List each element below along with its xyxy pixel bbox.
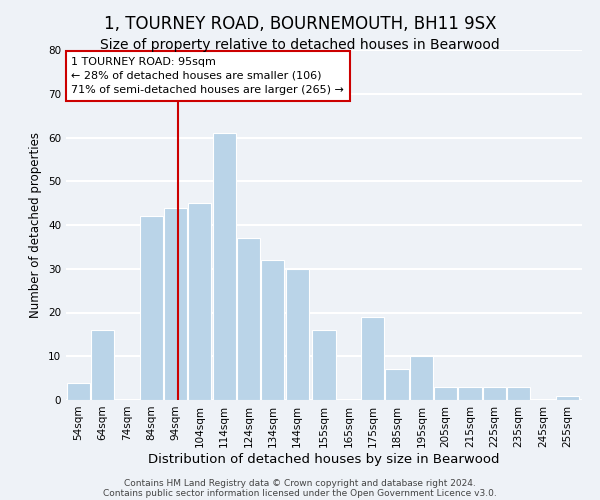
Bar (313, 330, 335, 400)
Bar (262, 260, 284, 400)
X-axis label: Distribution of detached houses by size in Bearwood: Distribution of detached houses by size … (148, 452, 500, 466)
Bar (483, 387, 506, 400)
Bar (67, 382, 90, 400)
Bar (140, 216, 163, 400)
Bar (410, 356, 433, 400)
Text: 1, TOURNEY ROAD, BOURNEMOUTH, BH11 9SX: 1, TOURNEY ROAD, BOURNEMOUTH, BH11 9SX (104, 15, 496, 33)
Bar (434, 387, 457, 400)
Text: Contains HM Land Registry data © Crown copyright and database right 2024.: Contains HM Land Registry data © Crown c… (124, 478, 476, 488)
Bar (286, 268, 309, 400)
Text: Contains public sector information licensed under the Open Government Licence v3: Contains public sector information licen… (103, 488, 497, 498)
Text: Size of property relative to detached houses in Bearwood: Size of property relative to detached ho… (100, 38, 500, 52)
Text: 1 TOURNEY ROAD: 95sqm
← 28% of detached houses are smaller (106)
71% of semi-det: 1 TOURNEY ROAD: 95sqm ← 28% of detached … (71, 57, 344, 95)
Bar (361, 317, 384, 400)
Bar (212, 133, 236, 400)
Bar (164, 208, 187, 400)
Bar (507, 387, 530, 400)
Bar (458, 387, 482, 400)
Bar (556, 396, 579, 400)
Y-axis label: Number of detached properties: Number of detached properties (29, 132, 43, 318)
Bar (91, 330, 114, 400)
Bar (188, 203, 211, 400)
Bar (237, 238, 260, 400)
Bar (385, 370, 409, 400)
